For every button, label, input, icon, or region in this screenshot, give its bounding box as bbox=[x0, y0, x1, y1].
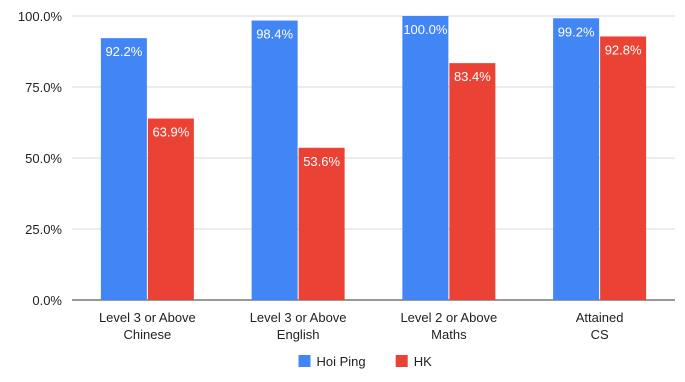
bar-hk bbox=[600, 36, 647, 301]
bar-hk bbox=[298, 147, 345, 300]
bar-hoi-ping bbox=[553, 18, 600, 300]
y-tick-label: 75.0% bbox=[25, 80, 62, 95]
bar-hoi-ping bbox=[251, 20, 298, 300]
legend-label: HK bbox=[414, 354, 432, 369]
bar-hoi-ping bbox=[402, 16, 449, 300]
x-axis-tick-labels: Level 3 or Above Chinese Level 3 or Above E… bbox=[99, 310, 624, 342]
x-tick-label: English bbox=[277, 327, 320, 342]
x-tick-label: Chinese bbox=[124, 327, 172, 342]
y-tick-label: 0.0% bbox=[32, 293, 62, 308]
y-axis-tick-labels: 0.0% 25.0% 50.0% 75.0% 100.0% bbox=[18, 9, 63, 308]
legend-swatch bbox=[298, 355, 311, 367]
bar-hoi-ping bbox=[100, 38, 147, 300]
data-label: 83.4% bbox=[454, 69, 491, 84]
x-tick-label: Attained bbox=[576, 310, 624, 325]
x-tick-label: Level 3 or Above bbox=[250, 310, 347, 325]
data-label: 99.2% bbox=[558, 24, 595, 39]
data-labels: 92.2% 63.9% 98.4% 53.6% 100.0% 83.4% 99.2% 92.8… bbox=[105, 22, 642, 169]
x-tick-label: Maths bbox=[431, 327, 467, 342]
x-tick-label: CS bbox=[591, 327, 609, 342]
x-tick-label: Level 2 or Above bbox=[400, 310, 497, 325]
data-label: 98.4% bbox=[256, 27, 293, 42]
data-label: 63.9% bbox=[152, 125, 189, 140]
legend: Hoi Ping HK bbox=[298, 354, 432, 369]
data-label: 53.6% bbox=[303, 154, 340, 169]
bars bbox=[100, 16, 647, 301]
y-tick-label: 25.0% bbox=[25, 222, 62, 237]
data-label: 92.2% bbox=[105, 44, 142, 59]
y-tick-label: 100.0% bbox=[18, 9, 63, 24]
bar-hk bbox=[449, 63, 496, 301]
y-tick-label: 50.0% bbox=[25, 151, 62, 166]
data-label: 100.0% bbox=[403, 22, 448, 37]
legend-label: Hoi Ping bbox=[317, 354, 366, 369]
legend-swatch bbox=[395, 355, 408, 367]
data-label: 92.8% bbox=[605, 42, 642, 57]
bar-hk bbox=[147, 118, 194, 300]
x-tick-label: Level 3 or Above bbox=[99, 310, 196, 325]
